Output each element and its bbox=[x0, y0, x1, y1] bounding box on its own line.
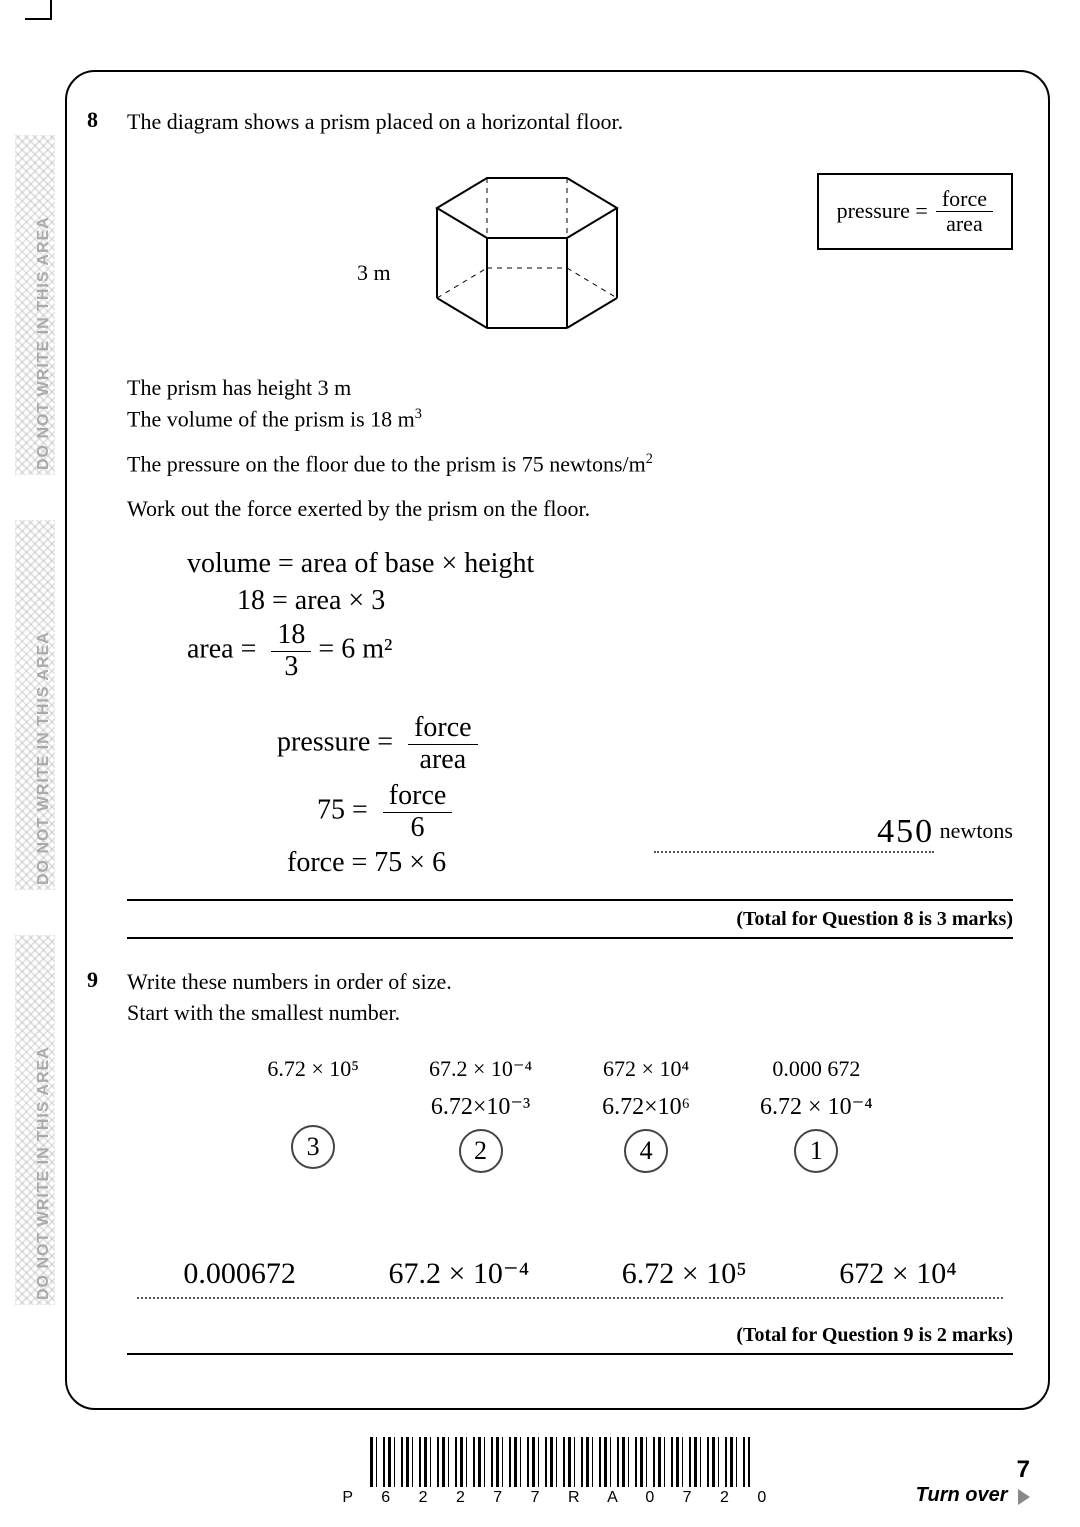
q8-total: (Total for Question 8 is 3 marks) bbox=[127, 899, 1013, 939]
formula-fraction: force area bbox=[936, 187, 993, 236]
q8-line2a: The prism has height 3 m bbox=[127, 373, 1013, 404]
q9-answer-line: 0.000672 67.2 × 10⁻⁴ 6.72 × 10⁵ 672 × 10… bbox=[137, 1253, 1003, 1299]
barcode-icon bbox=[370, 1437, 750, 1487]
q9-line2: Start with the smallest number. bbox=[127, 998, 1013, 1029]
pressure-formula-box: pressure = force area bbox=[817, 173, 1013, 250]
q9-circ-0: 3 bbox=[291, 1125, 335, 1169]
hw-l1: volume = area of base × height bbox=[187, 545, 1013, 583]
formula-bot: area bbox=[936, 212, 993, 236]
q8-line4: Work out the force exerted by the prism … bbox=[127, 494, 1013, 525]
q9-number: 9 bbox=[87, 967, 127, 1355]
q8-answer-line: 450 newtons bbox=[127, 804, 1013, 854]
hw-l3: area = 18 3 = 6 m² bbox=[187, 620, 1013, 683]
barcode-area: P 6 2 2 7 7 R A 0 7 2 0 bbox=[205, 1429, 916, 1507]
q8-line3: The pressure on the floor due to the pri… bbox=[127, 449, 1013, 480]
q9-printed-1: 67.2 × 10⁻⁴ bbox=[429, 1054, 532, 1085]
q9-col-0: 6.72 × 10⁵ 3 bbox=[267, 1054, 359, 1173]
arrow-right-icon bbox=[1018, 1489, 1030, 1505]
turnover-block: 7 Turn over bbox=[916, 1456, 1030, 1507]
prism-diagram bbox=[397, 148, 657, 348]
turn-over-text: Turn over bbox=[916, 1484, 1008, 1506]
hw-l4: pressure = force area bbox=[277, 713, 1013, 776]
q9-ans-3: 672 × 10⁴ bbox=[839, 1253, 956, 1295]
question-9: 9 Write these numbers in order of size. … bbox=[87, 967, 1013, 1355]
question-8: 8 The diagram shows a prism placed on a … bbox=[87, 107, 1013, 939]
q9-printed-0: 6.72 × 10⁵ bbox=[267, 1054, 359, 1085]
q9-given-row: 6.72 × 10⁵ 3 67.2 × 10⁻⁴ 6.72×10⁻³ 2 672… bbox=[127, 1054, 1013, 1173]
q9-line1: Write these numbers in order of size. bbox=[127, 967, 1013, 998]
q8-diagram-area: 3 m pressure = force area bbox=[127, 148, 1013, 348]
q9-col-3: 0.000 672 6.72 × 10⁻⁴ 1 bbox=[760, 1054, 873, 1173]
formula-lhs: pressure = bbox=[837, 196, 928, 227]
q9-ans-1: 67.2 × 10⁻⁴ bbox=[388, 1253, 529, 1295]
q9-hw-1: 6.72×10⁻³ bbox=[431, 1091, 530, 1123]
page-number: 7 bbox=[916, 1456, 1030, 1484]
q9-printed-2: 672 × 10⁴ bbox=[603, 1054, 689, 1085]
q9-col-1: 67.2 × 10⁻⁴ 6.72×10⁻³ 2 bbox=[429, 1054, 532, 1173]
q9-total: (Total for Question 9 is 2 marks) bbox=[127, 1317, 1013, 1355]
q9-hw-2: 6.72×10⁶ bbox=[602, 1091, 690, 1123]
page-footer: P 6 2 2 7 7 R A 0 7 2 0 7 Turn over bbox=[65, 1429, 1050, 1507]
page-frame: 8 The diagram shows a prism placed on a … bbox=[65, 70, 1050, 1410]
formula-top: force bbox=[936, 187, 993, 212]
q9-hw-3: 6.72 × 10⁻⁴ bbox=[760, 1091, 873, 1123]
margin-label-1: DO NOT WRITE IN THIS AREA bbox=[35, 216, 53, 470]
q8-answer: 450 bbox=[877, 813, 934, 850]
q9-ans-2: 6.72 × 10⁵ bbox=[622, 1253, 747, 1295]
margin-label-3: DO NOT WRITE IN THIS AREA bbox=[35, 1046, 53, 1300]
q9-printed-3: 0.000 672 bbox=[772, 1054, 860, 1085]
q8-line2b: The volume of the prism is 18 m3 bbox=[127, 404, 1013, 435]
barcode-text: P 6 2 2 7 7 R A 0 7 2 0 bbox=[205, 1489, 916, 1507]
q9-circ-2: 4 bbox=[624, 1129, 668, 1173]
q8-dim-label: 3 m bbox=[357, 258, 391, 289]
q8-unit: newtons bbox=[934, 818, 1013, 843]
q9-circ-1: 2 bbox=[459, 1129, 503, 1173]
q9-circ-3: 1 bbox=[794, 1129, 838, 1173]
margin-label-2: DO NOT WRITE IN THIS AREA bbox=[35, 631, 53, 885]
q8-number: 8 bbox=[87, 107, 127, 939]
q9-ans-0: 0.000672 bbox=[183, 1253, 296, 1295]
q8-intro: The diagram shows a prism placed on a ho… bbox=[127, 107, 1013, 138]
q9-col-2: 672 × 10⁴ 6.72×10⁶ 4 bbox=[602, 1054, 690, 1173]
hw-l2: 18 = area × 3 bbox=[237, 582, 1013, 620]
